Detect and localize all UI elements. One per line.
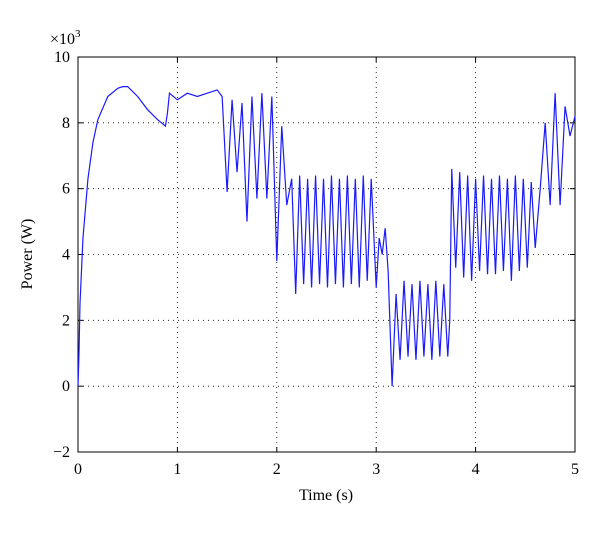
y-tick-label: 2: [62, 312, 70, 329]
y-multiplier-base: ×10: [50, 31, 75, 48]
x-tick-label: 1: [173, 461, 181, 478]
y-tick-label: 4: [62, 247, 70, 264]
data-line: [77, 86, 576, 387]
x-axis-label: Time (s): [299, 487, 353, 504]
x-tick-label: 2: [273, 461, 281, 478]
y-tick-label: −2: [53, 444, 70, 461]
x-tick-label: 0: [74, 461, 82, 478]
y-axis-label: Power (W): [19, 219, 36, 290]
plot-frame: [77, 56, 576, 453]
y-multiplier: ×103: [50, 28, 81, 48]
x-tick-label: 5: [571, 461, 579, 478]
y-multiplier-power: 3: [75, 28, 81, 40]
x-tick-label: 4: [472, 461, 480, 478]
y-tick-label: 6: [62, 181, 70, 198]
y-tick-label: 8: [62, 115, 70, 132]
y-tick-label: 10: [54, 49, 70, 66]
y-tick-label: 0: [62, 378, 70, 395]
x-tick-label: 3: [372, 461, 380, 478]
